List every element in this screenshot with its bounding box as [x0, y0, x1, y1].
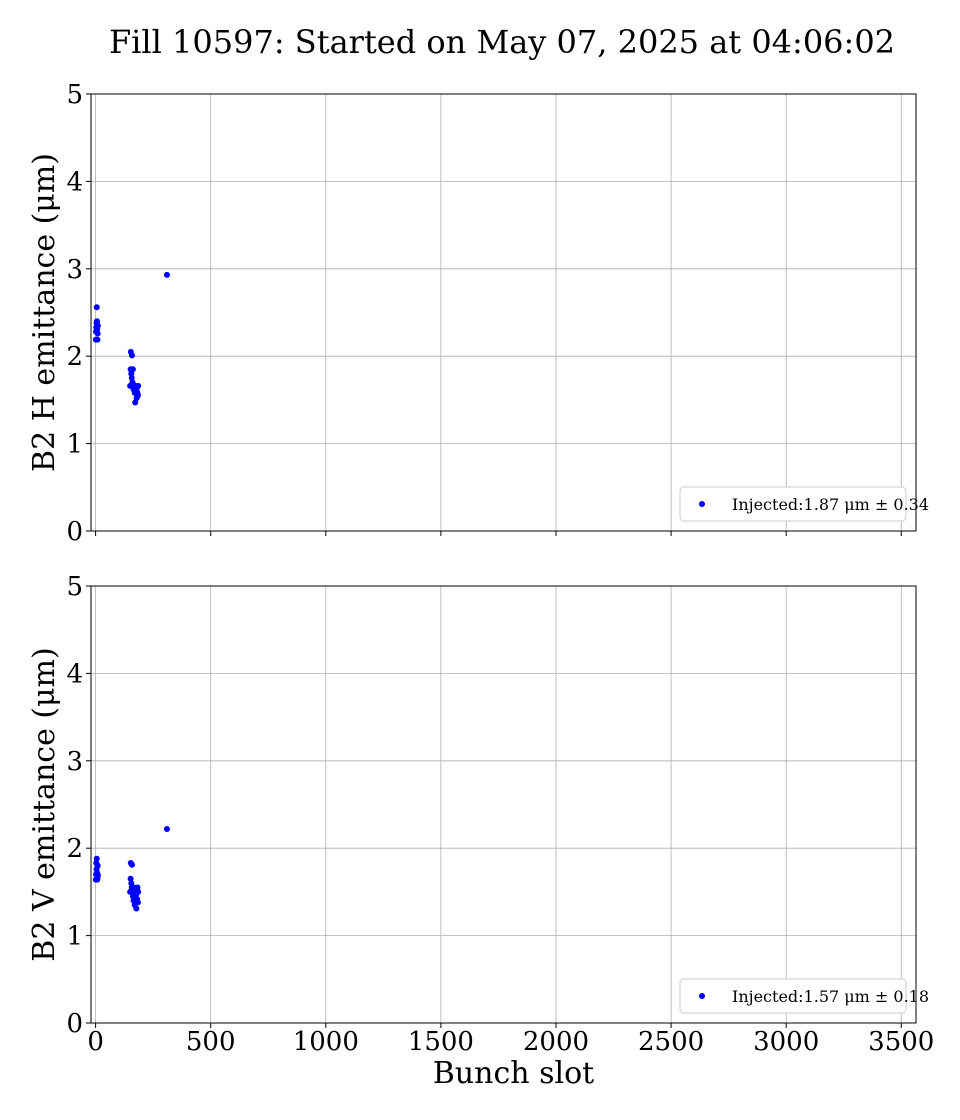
x-tick-label: 1000: [293, 1027, 359, 1057]
y-axis-label: B2 V emittance (μm): [27, 647, 62, 961]
data-point: [128, 861, 135, 868]
y-tick-label: 0: [66, 517, 83, 547]
data-point: [94, 862, 101, 869]
data-point: [163, 271, 170, 278]
data-point: [94, 872, 101, 879]
y-tick-label: 4: [66, 167, 83, 197]
x-tick-label: 0: [87, 1027, 104, 1057]
x-axis-label: Bunch slot: [433, 1056, 594, 1091]
legend-box: [679, 486, 907, 522]
legend-marker: [699, 993, 705, 999]
x-tick-label: 2500: [638, 1027, 704, 1057]
y-tick-label: 0: [66, 1009, 83, 1039]
y-tick-label: 3: [66, 255, 83, 285]
data-point: [129, 366, 136, 373]
data-point: [128, 352, 135, 359]
y-tick-label: 4: [66, 659, 83, 689]
data-point: [93, 855, 100, 862]
data-point: [94, 322, 101, 329]
data-point: [94, 330, 101, 337]
legend: Injected:1.87 μm ± 0.34: [679, 486, 929, 522]
y-tick-label: 1: [66, 922, 83, 952]
y-tick-label: 5: [66, 572, 83, 602]
data-point: [135, 888, 142, 895]
x-tick-label: 3000: [753, 1027, 819, 1057]
y-axis-label: B2 H emittance (μm): [27, 153, 62, 472]
figure-title: Fill 10597: Started on May 07, 2025 at 0…: [109, 23, 895, 61]
x-tick-label: 2000: [523, 1027, 589, 1057]
data-point: [94, 336, 101, 343]
data-point: [134, 392, 141, 399]
data-point: [93, 304, 100, 311]
y-tick-label: 2: [66, 834, 83, 864]
data-point: [128, 880, 135, 887]
x-tick-label: 3500: [868, 1027, 934, 1057]
data-point: [163, 825, 170, 832]
data-point: [135, 382, 142, 389]
legend-label: Injected:1.57 μm ± 0.18: [732, 987, 929, 1006]
legend-marker: [699, 501, 705, 507]
plot-frame: [90, 93, 917, 532]
y-tick-label: 5: [66, 80, 83, 110]
x-tick-label: 500: [186, 1027, 236, 1057]
y-tick-label: 2: [66, 342, 83, 372]
legend-box: [679, 978, 907, 1014]
chart-panel-1: 0 1 2 3 4 5 B2 H emittance (μm) Injected:1.87 μ…: [27, 80, 929, 547]
data-point: [133, 905, 140, 912]
legend-label: Injected:1.87 μm ± 0.34: [732, 495, 929, 514]
plot-frame: [90, 585, 917, 1024]
y-tick-label: 3: [66, 747, 83, 777]
legend: Injected:1.57 μm ± 0.18: [679, 978, 929, 1014]
chart-panel-2: 0 500 1000 1500 2000 2500 3000 3500 0 1 2 3 4 5 B2 V e…: [27, 572, 934, 1091]
x-tick-label: 1500: [408, 1027, 474, 1057]
data-point: [134, 899, 141, 906]
chart-panels: 0 1 2 3 4 5 B2 H emittance (μm) Injected:1.87 μ…: [27, 80, 934, 1091]
y-tick-label: 1: [66, 430, 83, 460]
